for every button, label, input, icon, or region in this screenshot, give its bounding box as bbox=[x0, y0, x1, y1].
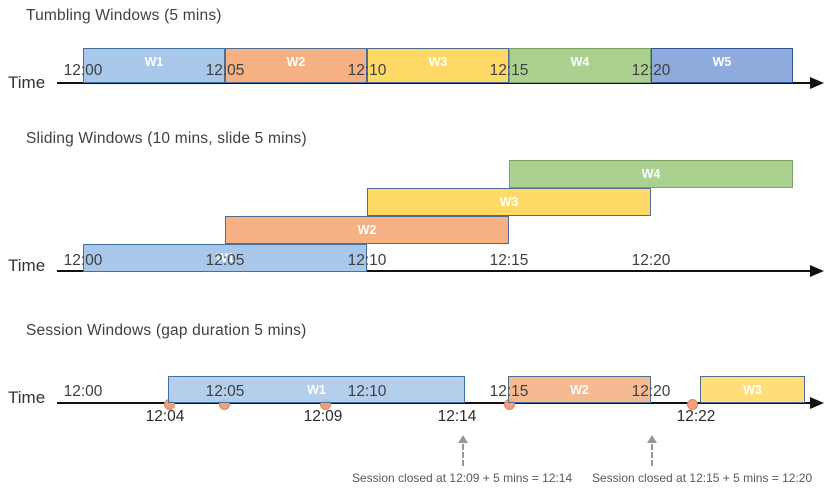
window-label: W3 bbox=[499, 195, 519, 209]
dashed-arrow-line bbox=[651, 444, 653, 466]
section-title: Tumbling Windows (5 mins) bbox=[26, 7, 222, 24]
section-title: Sliding Windows (10 mins, slide 5 mins) bbox=[26, 130, 307, 147]
time-tick-label: 12:05 bbox=[205, 383, 245, 400]
section-title: Session Windows (gap duration 5 mins) bbox=[26, 322, 307, 339]
window-label: W2 bbox=[286, 55, 306, 69]
window-label: W4 bbox=[570, 55, 590, 69]
time-tick-label: 12:15 bbox=[489, 252, 529, 269]
window-box-w2: W2 bbox=[225, 48, 367, 83]
window-label: W3 bbox=[428, 55, 448, 69]
window-box-w3: W3 bbox=[700, 376, 805, 403]
event-time-label: 12:14 bbox=[437, 408, 477, 425]
time-tick-label: 12:00 bbox=[63, 252, 103, 269]
window-box-w2: W2 bbox=[508, 376, 651, 403]
dashed-arrow-up-icon bbox=[647, 435, 657, 443]
axis-arrowhead-icon bbox=[810, 265, 824, 277]
window-box-w5: W5 bbox=[651, 48, 793, 83]
time-tick-label: 12:10 bbox=[347, 252, 387, 269]
time-tick-label: 12:05 bbox=[205, 252, 245, 269]
window-box-w2: W2 bbox=[225, 216, 509, 244]
window-label: W2 bbox=[570, 382, 589, 397]
time-tick-label: 12:15 bbox=[489, 383, 529, 400]
time-tick-label: 12:10 bbox=[347, 383, 387, 400]
event-time-label: 12:22 bbox=[676, 408, 716, 425]
window-label: W4 bbox=[641, 167, 661, 181]
window-box-w3: W3 bbox=[367, 188, 651, 216]
axis-arrowhead-icon bbox=[810, 397, 824, 409]
axis-arrowhead-icon bbox=[810, 77, 824, 89]
window-box-w1: W1 bbox=[83, 48, 225, 83]
window-label: W5 bbox=[712, 55, 732, 69]
window-box-w4: W4 bbox=[509, 160, 793, 188]
time-tick-label: 12:20 bbox=[631, 252, 671, 269]
window-box-w1: W1 bbox=[83, 244, 367, 272]
time-tick-label: 12:20 bbox=[631, 62, 671, 79]
window-box-w3: W3 bbox=[367, 48, 509, 83]
time-axis-caption: Time bbox=[8, 256, 46, 275]
event-dot bbox=[686, 399, 698, 410]
time-tick-label: 12:05 bbox=[205, 62, 245, 79]
event-time-label: 12:04 bbox=[145, 408, 185, 425]
window-box-w4: W4 bbox=[509, 48, 651, 83]
window-label: W1 bbox=[144, 55, 164, 69]
time-tick-label: 12:00 bbox=[63, 383, 103, 400]
window-box-w1: W1 bbox=[168, 376, 465, 403]
timeline-axis bbox=[57, 402, 811, 404]
event-time-label: 12:09 bbox=[303, 408, 343, 425]
window-label: W1 bbox=[307, 382, 326, 397]
window-label: W2 bbox=[357, 223, 377, 237]
time-axis-caption: Time bbox=[8, 73, 46, 92]
timeline-axis bbox=[57, 270, 811, 272]
time-tick-label: 12:15 bbox=[489, 62, 529, 79]
timeline-axis bbox=[57, 82, 811, 84]
dashed-arrow-up-icon bbox=[458, 435, 468, 443]
session-close-annotation: Session closed at 12:15 + 5 mins = 12:20 bbox=[592, 471, 813, 485]
window-label: W1 bbox=[215, 251, 235, 265]
session-close-annotation: Session closed at 12:09 + 5 mins = 12:14 bbox=[352, 471, 573, 485]
time-tick-label: 12:10 bbox=[347, 62, 387, 79]
time-tick-label: 12:00 bbox=[63, 62, 103, 79]
dashed-arrow-line bbox=[462, 444, 464, 466]
window-label: W3 bbox=[743, 382, 762, 397]
time-tick-label: 12:20 bbox=[631, 383, 671, 400]
time-axis-caption: Time bbox=[8, 388, 46, 407]
